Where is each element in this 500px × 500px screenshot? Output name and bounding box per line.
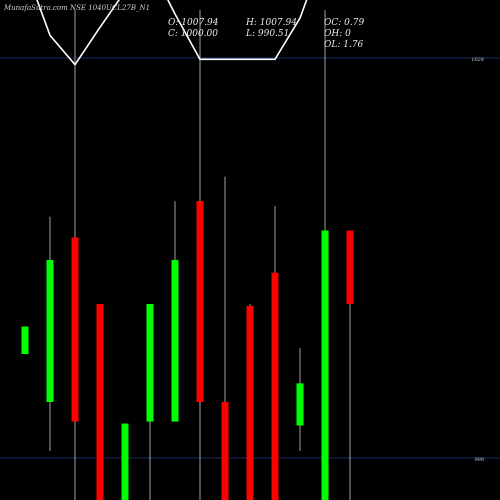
- candle-body: [146, 304, 154, 422]
- price-label-1028: 1028: [471, 57, 484, 63]
- candle-body: [271, 272, 279, 500]
- ol-value: OL: 1.76: [324, 40, 364, 50]
- price-label-998: 998: [474, 457, 484, 463]
- close-value: C: 1000.00: [168, 29, 218, 39]
- high-value: H: 1007.94: [246, 18, 297, 28]
- chart-title: MunafaSutra.com NSE 1040UCL27B_N1: [4, 4, 151, 12]
- candle-body: [346, 230, 354, 304]
- oh-value: OH: 0: [324, 29, 351, 39]
- candle-body: [221, 402, 229, 500]
- candle-bodies: [21, 201, 354, 500]
- candle-body: [171, 259, 179, 422]
- candle-body: [96, 304, 104, 500]
- low-value: L: 990.51: [246, 29, 290, 39]
- candle-body: [21, 326, 29, 354]
- line-series-path: [36, 0, 308, 66]
- price-labels: 1028 998: [471, 57, 484, 463]
- candle-body: [296, 383, 304, 426]
- oc-value: OC: 0.79: [324, 18, 365, 28]
- candle-body: [121, 423, 129, 500]
- candle-body: [246, 305, 254, 500]
- candle-body: [71, 237, 79, 422]
- candle-body: [321, 230, 329, 500]
- open-value: O: 1007.94: [168, 18, 219, 28]
- candle-body: [46, 259, 54, 402]
- candle-body: [196, 201, 204, 402]
- line-series: [36, 0, 308, 66]
